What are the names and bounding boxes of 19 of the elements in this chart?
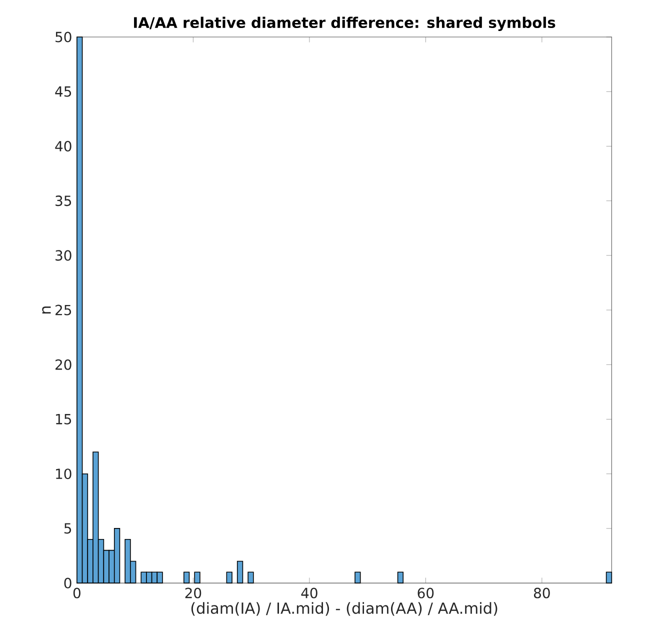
x-tick-label: 0 <box>73 588 80 598</box>
y-tick-label: 40 <box>55 140 72 152</box>
x-tick-label: 60 <box>418 588 434 598</box>
x-tick-label: 80 <box>534 588 550 598</box>
y-tick-label: 20 <box>56 359 72 370</box>
x-axis-title: (diam(IA) / IA.mid) - (diam(AA) / AA.mid) <box>191 602 498 616</box>
x-tick-label: 20 <box>185 588 202 598</box>
y-tick-label: 15 <box>56 414 72 424</box>
y-tick-label: 35 <box>56 196 72 206</box>
y-tick-label: 10 <box>56 468 72 480</box>
y-tick-label: 25 <box>56 304 72 316</box>
y-tick-label: 50 <box>56 32 72 42</box>
y-tick-label: 0 <box>64 578 72 588</box>
y-axis-title: n <box>42 306 51 314</box>
y-tick-label: 5 <box>64 523 72 534</box>
y-tick-label: 30 <box>56 250 72 261</box>
y-tick-label: 45 <box>55 86 72 97</box>
x-tick-label: 40 <box>301 588 318 598</box>
chart-title: IA/AA relative diameter difference: shared symbols <box>134 16 556 31</box>
